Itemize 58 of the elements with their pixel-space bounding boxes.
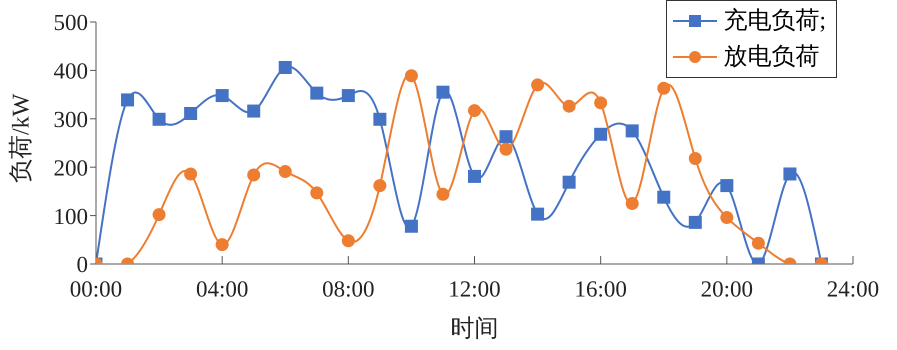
- point: [531, 78, 544, 92]
- point: [562, 100, 576, 113]
- x-axis-title: 时间: [450, 316, 498, 342]
- point: [783, 167, 796, 180]
- point: [404, 69, 418, 82]
- x-tick-label: 16:00: [574, 276, 627, 302]
- point: [531, 208, 544, 221]
- point: [342, 234, 355, 248]
- y-tick-label: 0: [76, 252, 88, 278]
- point: [373, 179, 386, 192]
- point: [184, 106, 198, 120]
- point: [752, 236, 765, 250]
- point: [184, 167, 198, 180]
- x-tick-label: 00:00: [70, 276, 122, 302]
- point: [373, 112, 386, 126]
- point: [626, 197, 639, 210]
- point: [594, 128, 608, 141]
- point: [278, 60, 292, 74]
- point: [310, 86, 324, 100]
- y-tick-label: 500: [54, 10, 88, 36]
- x-tick-label: 08:00: [322, 276, 375, 302]
- x-tick-label: 20:00: [700, 276, 754, 302]
- point: [688, 216, 702, 229]
- point: [121, 93, 134, 106]
- y-tick-label: 200: [54, 155, 88, 180]
- point: [594, 96, 608, 110]
- point: [247, 168, 260, 182]
- point: [657, 82, 670, 95]
- point: [216, 238, 229, 252]
- y-tick-label: 300: [54, 106, 88, 132]
- y-axis-title: 负荷/kW: [8, 93, 35, 183]
- point: [720, 179, 734, 192]
- y-tick-label: 100: [54, 204, 88, 229]
- x-tick-label: 04:00: [196, 276, 248, 302]
- y-tick-label: 400: [54, 58, 88, 84]
- x-tick-label: 12:00: [448, 276, 501, 302]
- point: [720, 211, 734, 224]
- point: [342, 89, 355, 102]
- point: [310, 186, 324, 200]
- legend-label: 放电负荷: [723, 43, 820, 72]
- point: [657, 190, 670, 204]
- point: [626, 124, 639, 138]
- point: [436, 86, 450, 99]
- point: [404, 220, 418, 233]
- point: [500, 130, 513, 144]
- point: [500, 142, 513, 156]
- point: [468, 170, 481, 183]
- x-tick-label: 24:00: [826, 276, 880, 302]
- point: [152, 208, 166, 222]
- point: [468, 104, 481, 118]
- point: [152, 112, 166, 126]
- legend-label: 充电负荷;: [723, 6, 826, 36]
- point: [436, 188, 450, 201]
- point: [216, 89, 229, 102]
- point: [562, 176, 576, 189]
- point: [278, 165, 292, 178]
- point: [247, 104, 260, 118]
- point: [688, 152, 702, 165]
